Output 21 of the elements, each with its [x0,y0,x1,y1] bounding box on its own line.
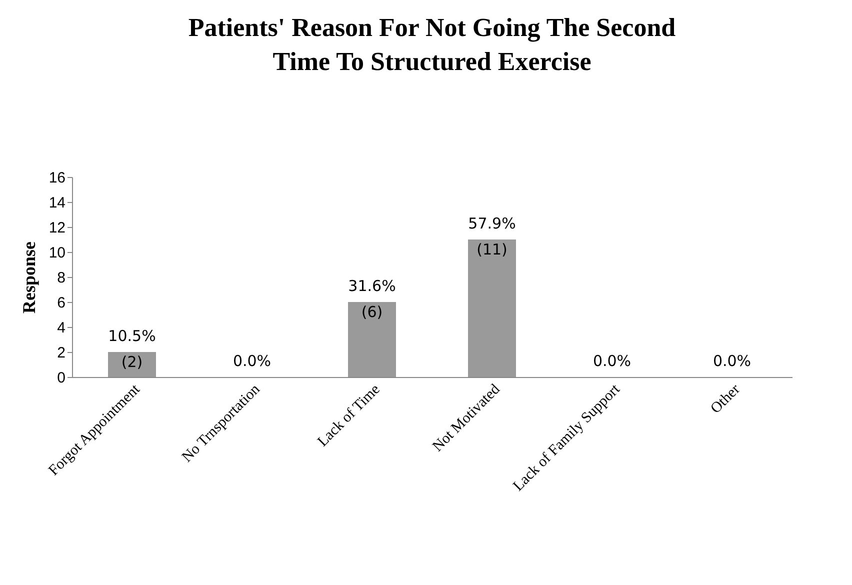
chart-title: Patients' Reason For Not Going The Second Time To Structured Exercise [188,13,676,76]
data-label: 0.0% [592,352,632,370]
y-tick-label: 6 [57,294,66,312]
bar [348,302,396,377]
y-tick-label: 16 [48,170,66,186]
x-tick-label: Lack of Time [314,381,384,450]
bar [108,352,156,377]
data-label: 31.6% (6) [348,277,396,321]
bar [468,240,516,377]
y-tick-label: 0 [57,370,66,386]
y-tick-label: 14 [48,194,66,212]
y-tick-label: 10 [48,244,66,262]
y-tick-label: 8 [57,270,66,286]
y-tick-label: 12 [48,220,66,236]
data-label: 0.0% [232,352,272,370]
data-label: 10.5% (2) [108,327,156,371]
data-label: 0.0% [712,352,752,370]
y-tick-label: 2 [57,344,66,362]
y-axis-title: Response [18,241,39,314]
data-label: 57.9% (11) [468,214,516,258]
y-tick-label: 4 [57,320,66,336]
